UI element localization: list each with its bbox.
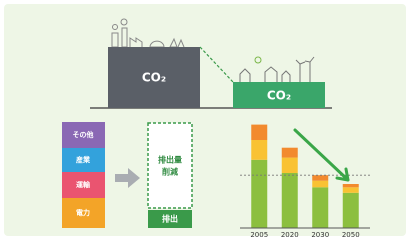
bar-segment: [251, 125, 267, 140]
reduction-box: [148, 123, 192, 208]
sector-label: 電力: [76, 208, 90, 217]
bar-segment: [282, 158, 298, 173]
bar-segment: [343, 187, 359, 193]
bar-segment: [312, 181, 328, 188]
bar-segment: [343, 184, 359, 187]
after-label: CO₂: [267, 89, 291, 103]
remaining-label: 排出: [162, 214, 178, 224]
page: CO₂ CO₂ その他 産業 運輸 電力 排出量 削減 排出 2005 2020 2…: [0, 0, 410, 240]
sector-label: その他: [73, 130, 94, 139]
bar-segment: [343, 193, 359, 228]
reduction-label: 排出量: [158, 155, 182, 165]
x-tick-label: 2005: [250, 231, 268, 239]
x-tick-label: 2050: [342, 231, 360, 239]
x-tick-label: 2030: [311, 231, 329, 239]
reduction-label: 削減: [162, 167, 178, 177]
bar-segment: [312, 187, 328, 228]
before-label: CO₂: [142, 71, 166, 85]
bar-segment: [312, 175, 328, 181]
bar-segment: [282, 148, 298, 158]
infographic: CO₂ CO₂ その他 産業 運輸 電力 排出量 削減 排出 2005 2020 2…: [0, 0, 410, 240]
bar-segment: [251, 140, 267, 160]
bar-segment: [282, 173, 298, 228]
sector-label: 運輸: [76, 180, 91, 189]
x-tick-label: 2020: [281, 231, 299, 239]
sector-label: 産業: [76, 155, 91, 164]
bar-segment: [251, 160, 267, 228]
